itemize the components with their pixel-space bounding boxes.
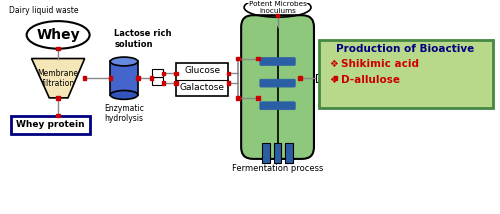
- FancyBboxPatch shape: [319, 40, 493, 108]
- Bar: [256, 96, 260, 100]
- Text: Membrane
filtration: Membrane filtration: [38, 68, 78, 88]
- Text: ❖: ❖: [328, 75, 338, 85]
- Ellipse shape: [110, 57, 138, 66]
- Bar: [152, 69, 164, 77]
- Bar: [162, 71, 165, 75]
- Bar: [162, 81, 165, 85]
- Text: Galactose: Galactose: [180, 83, 225, 92]
- Bar: [83, 76, 86, 80]
- Bar: [226, 71, 230, 75]
- Polygon shape: [32, 58, 84, 98]
- Text: Potent Microbes
inoculums: Potent Microbes inoculums: [248, 1, 306, 14]
- FancyBboxPatch shape: [260, 79, 296, 87]
- Text: Whey protein: Whey protein: [16, 120, 84, 129]
- Bar: [176, 63, 229, 96]
- FancyBboxPatch shape: [11, 116, 90, 134]
- FancyBboxPatch shape: [260, 58, 296, 65]
- Bar: [334, 76, 338, 80]
- Bar: [298, 76, 302, 80]
- Text: Glucose: Glucose: [184, 66, 220, 75]
- Bar: [152, 77, 164, 85]
- Bar: [174, 71, 178, 75]
- Text: ❖: ❖: [328, 59, 338, 69]
- Text: Lactose rich
solution: Lactose rich solution: [114, 29, 172, 49]
- FancyBboxPatch shape: [260, 102, 296, 110]
- Bar: [256, 57, 260, 60]
- FancyBboxPatch shape: [241, 15, 314, 159]
- Bar: [236, 57, 240, 60]
- Text: Fermentation process: Fermentation process: [232, 164, 323, 173]
- Text: Shikimic acid: Shikimic acid: [340, 59, 418, 69]
- Text: Whey: Whey: [36, 28, 80, 42]
- Text: Production of Bioactive: Production of Bioactive: [336, 44, 474, 54]
- Bar: [56, 114, 60, 117]
- Bar: [286, 143, 294, 163]
- Ellipse shape: [110, 91, 138, 99]
- Text: Dairy liquid waste: Dairy liquid waste: [9, 6, 78, 15]
- Bar: [110, 61, 138, 95]
- Bar: [56, 96, 60, 100]
- Bar: [174, 81, 178, 85]
- Bar: [236, 96, 240, 100]
- Bar: [226, 81, 230, 85]
- Text: D-allulose: D-allulose: [340, 75, 400, 85]
- Bar: [262, 143, 270, 163]
- Bar: [274, 143, 281, 163]
- Bar: [276, 13, 280, 17]
- Bar: [108, 76, 112, 80]
- Bar: [150, 76, 154, 80]
- Text: Enzymatic
hydrolysis: Enzymatic hydrolysis: [104, 104, 144, 123]
- Bar: [316, 74, 322, 82]
- Bar: [136, 76, 140, 80]
- Bar: [56, 47, 60, 51]
